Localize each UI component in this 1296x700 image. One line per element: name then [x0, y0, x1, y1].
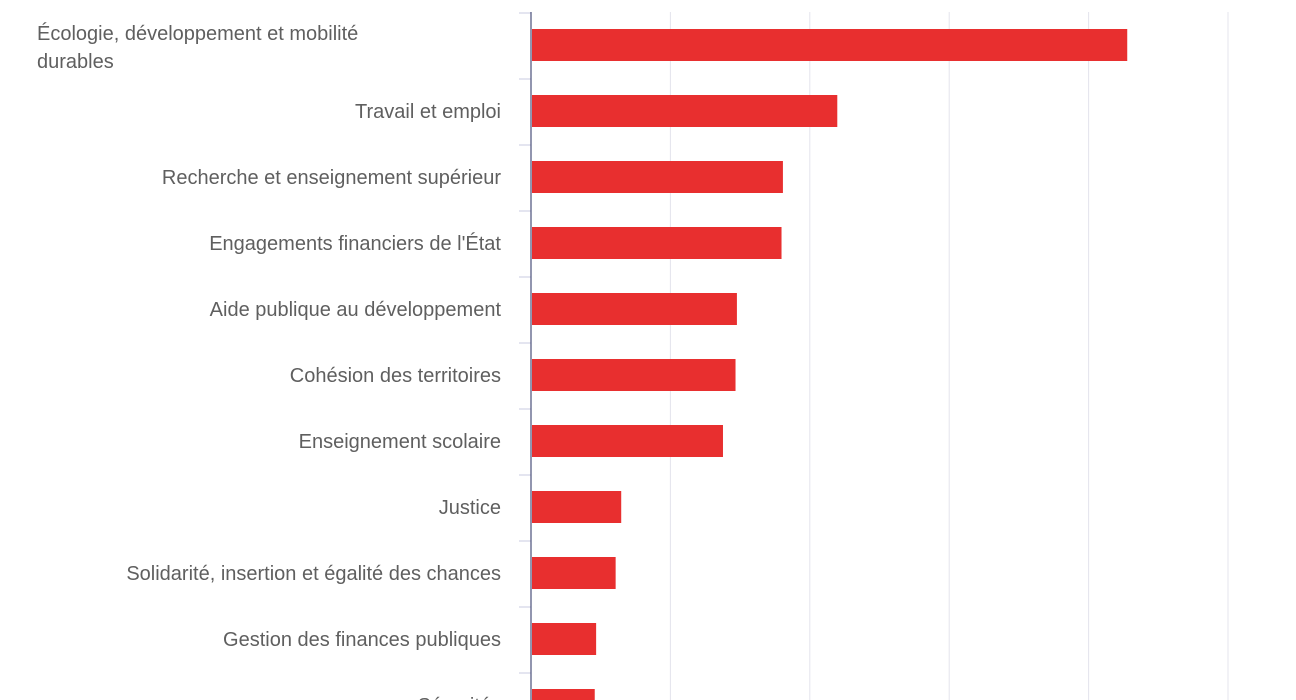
- category-label: Sécurités: [418, 695, 501, 700]
- category-label: Recherche et enseignement supérieur: [162, 167, 501, 189]
- category-label: Gestion des finances publiques: [223, 629, 501, 651]
- bar: [532, 95, 838, 127]
- category-label: Cohésion des territoires: [290, 365, 501, 387]
- category-label: Solidarité, insertion et égalité des cha…: [126, 563, 501, 585]
- category-label: Justice: [439, 497, 501, 519]
- category-label: Engagements financiers de l'État: [209, 232, 501, 255]
- category-labels: Écologie, développement et mobilité durab…: [37, 22, 501, 700]
- bar: [532, 293, 737, 325]
- bar: [532, 161, 783, 193]
- bar: [532, 425, 723, 457]
- bar: [532, 491, 622, 523]
- bar: [532, 557, 616, 589]
- bars: [532, 29, 1128, 700]
- bar: [532, 689, 595, 700]
- bar: [532, 29, 1128, 61]
- bar: [532, 359, 736, 391]
- category-label: Aide publique au développement: [210, 299, 502, 321]
- bar: [532, 227, 782, 259]
- bar: [532, 623, 597, 655]
- category-label: Travail et emploi: [355, 101, 501, 123]
- category-label: Écologie, développement et mobilité durab…: [37, 22, 358, 73]
- category-ticks: [519, 12, 531, 674]
- category-label: Enseignement scolaire: [299, 431, 501, 453]
